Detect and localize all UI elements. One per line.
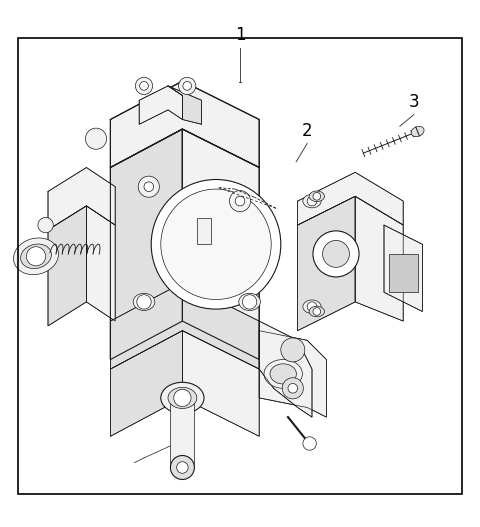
Ellipse shape	[303, 300, 321, 314]
Ellipse shape	[264, 359, 302, 388]
Polygon shape	[110, 129, 182, 359]
Polygon shape	[48, 168, 115, 230]
Polygon shape	[110, 282, 259, 369]
Polygon shape	[182, 331, 259, 436]
Ellipse shape	[239, 293, 261, 310]
Bar	[389, 254, 418, 292]
Polygon shape	[110, 331, 182, 436]
Ellipse shape	[309, 306, 324, 317]
Bar	[197, 218, 211, 245]
Ellipse shape	[133, 293, 155, 310]
Circle shape	[313, 308, 321, 315]
Circle shape	[183, 82, 192, 90]
Circle shape	[179, 77, 196, 94]
Polygon shape	[259, 321, 312, 417]
Polygon shape	[168, 86, 202, 124]
Circle shape	[138, 176, 159, 197]
Ellipse shape	[309, 191, 324, 202]
Text: 3: 3	[408, 93, 419, 111]
Ellipse shape	[21, 244, 51, 269]
Circle shape	[307, 196, 317, 206]
Circle shape	[174, 389, 191, 406]
Text: 2: 2	[302, 122, 312, 140]
Circle shape	[242, 295, 257, 309]
Polygon shape	[259, 331, 326, 417]
Polygon shape	[355, 196, 403, 321]
Polygon shape	[182, 129, 259, 359]
Polygon shape	[384, 225, 422, 311]
Polygon shape	[86, 206, 115, 321]
Polygon shape	[48, 206, 86, 326]
Circle shape	[313, 192, 321, 200]
Circle shape	[313, 231, 359, 277]
Circle shape	[229, 191, 251, 212]
Circle shape	[161, 189, 271, 299]
Circle shape	[323, 240, 349, 267]
Circle shape	[26, 247, 46, 266]
Ellipse shape	[13, 238, 59, 275]
Circle shape	[303, 437, 316, 450]
Circle shape	[135, 77, 153, 94]
Circle shape	[307, 302, 317, 311]
Circle shape	[151, 180, 281, 309]
Circle shape	[288, 384, 298, 393]
Bar	[170, 398, 194, 465]
Polygon shape	[139, 86, 182, 124]
Circle shape	[235, 196, 245, 206]
Circle shape	[140, 82, 148, 90]
Circle shape	[85, 128, 107, 149]
Ellipse shape	[270, 364, 297, 384]
Ellipse shape	[303, 194, 321, 208]
Polygon shape	[298, 172, 403, 225]
Circle shape	[282, 378, 303, 399]
Circle shape	[170, 455, 194, 480]
Ellipse shape	[411, 126, 424, 136]
Ellipse shape	[161, 382, 204, 414]
Circle shape	[177, 462, 188, 473]
Text: 1: 1	[235, 26, 245, 44]
Circle shape	[281, 338, 305, 362]
Circle shape	[38, 218, 53, 233]
Circle shape	[137, 295, 151, 309]
Polygon shape	[298, 196, 355, 331]
Ellipse shape	[168, 387, 197, 408]
Circle shape	[144, 182, 154, 191]
Polygon shape	[110, 81, 259, 168]
